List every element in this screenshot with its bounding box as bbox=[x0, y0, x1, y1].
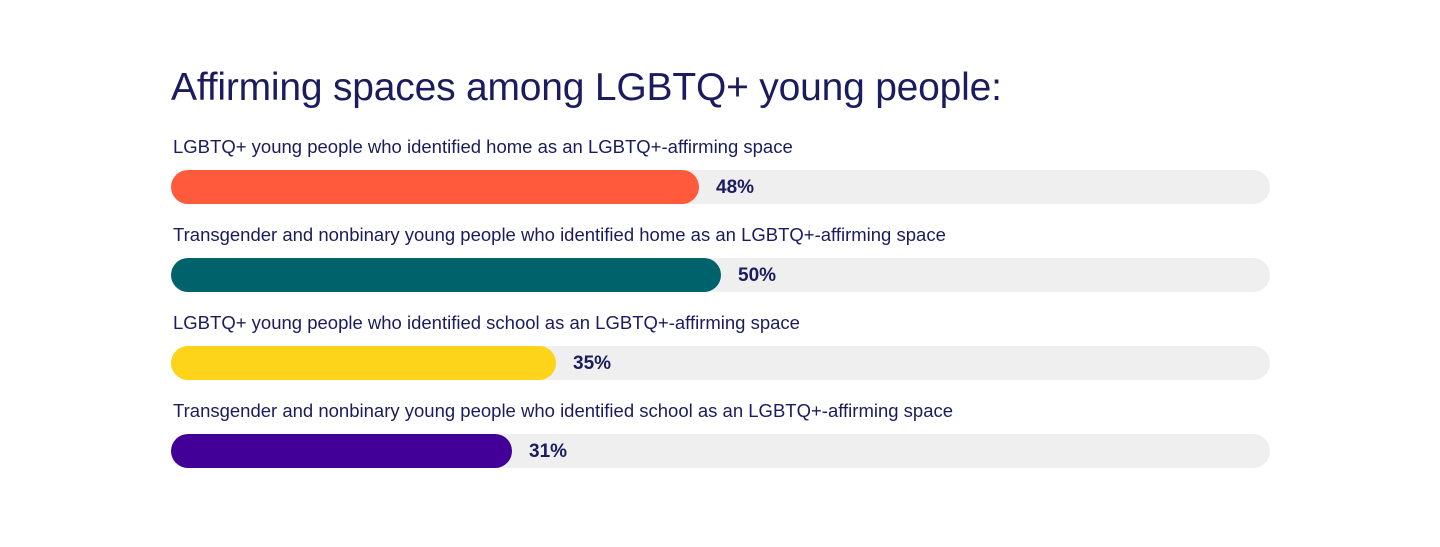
bar-rows: LGBTQ+ young people who identified home … bbox=[171, 134, 1271, 486]
bar-track: 31% bbox=[171, 434, 1270, 468]
value-label: 31% bbox=[529, 441, 568, 462]
value-label: 50% bbox=[738, 265, 777, 286]
value-label: 48% bbox=[716, 177, 755, 198]
bar-track: 48% bbox=[171, 170, 1270, 204]
bar bbox=[171, 434, 512, 468]
category-label: LGBTQ+ young people who identified schoo… bbox=[173, 312, 800, 333]
chart-title: Affirming spaces among LGBTQ+ young peop… bbox=[171, 66, 1002, 109]
value-label: 35% bbox=[573, 353, 612, 374]
chart: Affirming spaces among LGBTQ+ young peop… bbox=[171, 62, 1271, 486]
bar-row: LGBTQ+ young people who identified home … bbox=[171, 134, 1271, 222]
bar-track: 50% bbox=[171, 258, 1270, 292]
category-label: Transgender and nonbinary young people w… bbox=[173, 224, 946, 245]
category-label: LGBTQ+ young people who identified home … bbox=[173, 136, 793, 157]
bar-track: 35% bbox=[171, 346, 1270, 380]
bar bbox=[171, 170, 699, 204]
bar bbox=[171, 258, 721, 292]
bar-row: Transgender and nonbinary young people w… bbox=[171, 398, 1271, 486]
category-label: Transgender and nonbinary young people w… bbox=[173, 400, 954, 421]
bar-row: LGBTQ+ young people who identified schoo… bbox=[171, 310, 1271, 398]
bar-row: Transgender and nonbinary young people w… bbox=[171, 222, 1271, 310]
bar bbox=[171, 346, 556, 380]
